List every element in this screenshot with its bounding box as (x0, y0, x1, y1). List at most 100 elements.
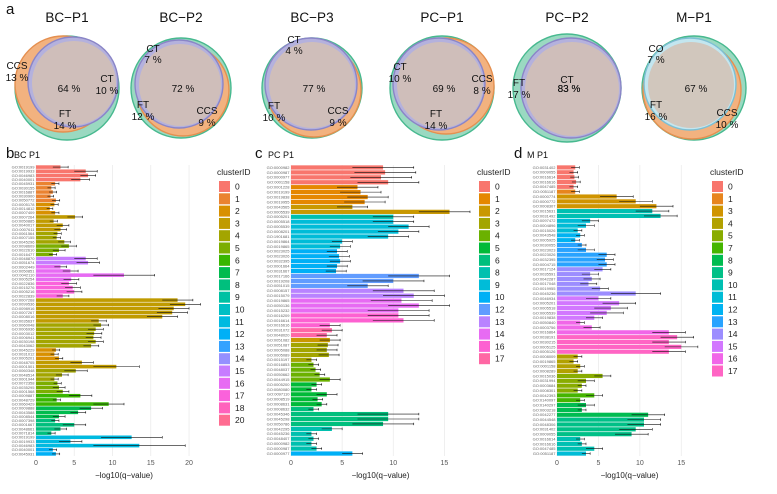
bar (557, 262, 607, 267)
legend-label: 18 (235, 403, 245, 413)
bar (557, 267, 603, 272)
y-tick-label: GO:0023026 (267, 254, 291, 259)
bar (557, 233, 581, 238)
x-tick-label: 20 (185, 460, 193, 467)
legend-swatch (219, 390, 230, 402)
bar (291, 357, 312, 362)
legend-label: 14 (728, 329, 738, 339)
legend-swatch (219, 328, 230, 340)
legend-label: 15 (728, 341, 738, 351)
bar (291, 436, 314, 441)
bar (557, 388, 578, 393)
legend-swatch (712, 242, 723, 254)
bar (291, 313, 399, 318)
bar (291, 426, 332, 431)
y-tick-label: GO:0048037 (267, 367, 291, 372)
x-tick-label: 15 (677, 460, 685, 467)
bar (291, 214, 394, 219)
y-tick-label: GO:0016616 (267, 323, 291, 328)
bar (36, 393, 81, 398)
plot-area (557, 165, 702, 456)
y-tick-label: GO:0022839 (12, 293, 36, 298)
y-tick-label: GO:0031994 (533, 378, 557, 383)
y-tick-label: GO:0035591 (533, 272, 557, 277)
x-tick-label: 0 (34, 460, 38, 467)
legend-swatch (712, 316, 723, 328)
legend-label: 10 (728, 280, 738, 290)
bar (557, 446, 595, 451)
bar (291, 273, 419, 279)
y-tick-label: GO:0007155 (12, 235, 36, 240)
legend-swatch (479, 304, 490, 315)
bar (557, 184, 574, 189)
y-tick-label: GO:0031012 (12, 352, 36, 357)
y-tick-label: GO:0008631 (267, 402, 291, 407)
bar (36, 227, 61, 232)
legend-label: 0 (235, 182, 240, 192)
y-tick-label: GO:0050662 (267, 372, 291, 377)
y-tick-label: GO:0050772 (12, 198, 36, 203)
y-tick-label: GO:0047485 (533, 184, 557, 189)
bar (557, 441, 582, 446)
venn-set-percent: 12 % (132, 112, 155, 123)
bar (36, 285, 73, 290)
legend-swatch (219, 377, 230, 389)
bar (36, 298, 178, 302)
venn-title: BC−P2 (159, 10, 202, 25)
bar (557, 257, 606, 262)
x-axis-label: −log10(q−value) (352, 471, 410, 480)
legend-swatch (479, 254, 490, 266)
bar (291, 397, 318, 402)
bar (291, 342, 328, 348)
bar (557, 170, 574, 175)
y-tick-label: GO:0005178 (12, 202, 36, 207)
y-tick-label: GO:0005518 (533, 305, 557, 310)
y-tick-label: GO:0000987 (267, 170, 291, 175)
y-tick-label: GO:0051082 (267, 337, 291, 342)
legend-label: 9 (235, 292, 240, 302)
legend-swatch (219, 414, 230, 426)
y-tick-label: GO:0016616 (533, 179, 557, 184)
y-tick-label: GO:0001664 (267, 264, 291, 269)
venn-overlap-percent: 83 % (558, 84, 581, 95)
y-tick-label: GO:0003218 (533, 407, 557, 412)
bar (291, 180, 389, 185)
bar (36, 406, 92, 410)
legend-label: 15 (235, 366, 245, 376)
bar (557, 218, 591, 223)
y-tick-label: GO:0019208 (267, 278, 291, 283)
bar (36, 202, 55, 207)
bar (291, 337, 330, 343)
y-tick-label: GO:0048407 (267, 436, 291, 441)
venn-title: PC−P2 (545, 10, 588, 25)
bar (291, 446, 317, 451)
bar (557, 407, 582, 413)
y-tick-label: GO:0008544 (12, 414, 36, 419)
y-tick-label: GO:0032395 (533, 257, 557, 262)
x-axis-label: −log10(q−value) (95, 471, 153, 480)
bar (36, 339, 96, 344)
legend-label: 17 (235, 391, 245, 401)
y-tick-label: GO:0000772 (533, 199, 557, 204)
legend-label: 16 (235, 378, 245, 388)
legend-label: 6 (235, 255, 240, 265)
legend-label: 4 (235, 231, 240, 241)
y-tick-label: GO:0009887 (12, 393, 36, 398)
bar (557, 393, 595, 398)
bar (36, 248, 59, 253)
legend-label: 13 (235, 341, 245, 351)
y-tick-label: GO:0014812 (12, 206, 36, 211)
y-tick-label: GO:0015026 (533, 228, 557, 233)
venn-overlap-percent: 67 % (685, 84, 708, 95)
bar (557, 199, 636, 204)
y-tick-label: GO:0019933 (12, 439, 36, 444)
bar (36, 206, 50, 211)
legend-label: 0 (728, 182, 733, 192)
legend-swatch (712, 340, 723, 352)
bar (557, 242, 582, 248)
bar (557, 402, 586, 408)
bar (291, 402, 322, 407)
